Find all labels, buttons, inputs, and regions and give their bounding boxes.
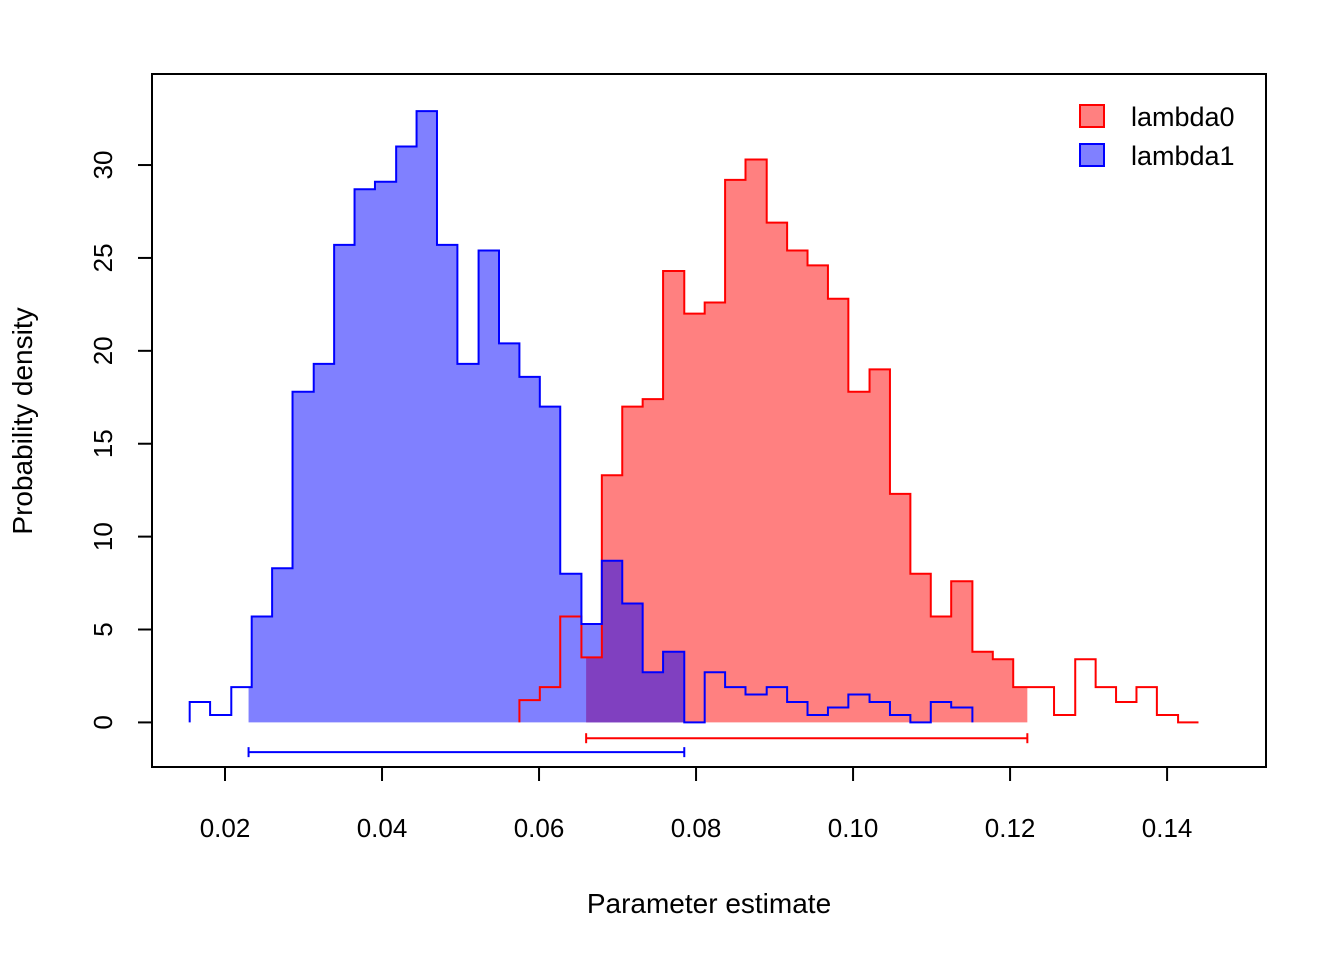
x-tick-label-4: 0.10 bbox=[828, 813, 879, 843]
legend-item-lambda1: lambda1 bbox=[1079, 141, 1235, 171]
histogram-outline-lambda1 bbox=[188, 110, 974, 724]
legend-swatch-lambda0 bbox=[1079, 104, 1105, 128]
histogram-outline-lambda0 bbox=[518, 158, 1199, 724]
y-tick-label-3: 15 bbox=[88, 429, 118, 458]
y-axis-title: Probability density bbox=[7, 307, 38, 534]
shaded-area-lambda0 bbox=[586, 159, 1028, 723]
x-tick-label-6: 0.14 bbox=[1142, 813, 1193, 843]
y-tick-label-6: 30 bbox=[88, 151, 118, 180]
x-tick-label-3: 0.08 bbox=[671, 813, 722, 843]
credible-intervals bbox=[247, 733, 1029, 758]
credible-interval-lambda1 bbox=[247, 747, 686, 758]
y-tick-label-2: 10 bbox=[88, 522, 118, 551]
x-tick-label-2: 0.06 bbox=[514, 813, 565, 843]
x-tick-label-0: 0.02 bbox=[200, 813, 251, 843]
x-tick-label-5: 0.12 bbox=[985, 813, 1036, 843]
credible-interval-lambda0 bbox=[585, 733, 1029, 744]
y-axis: 0 5 10 15 20 25 30 bbox=[88, 151, 153, 730]
legend-label-lambda0: lambda0 bbox=[1131, 102, 1235, 132]
x-axis: 0.02 0.04 0.06 0.08 0.10 0.12 0.14 bbox=[200, 766, 1193, 843]
legend-swatch-lambda1 bbox=[1079, 143, 1105, 167]
y-tick-label-4: 20 bbox=[88, 336, 118, 365]
legend-label-lambda1: lambda1 bbox=[1131, 141, 1235, 171]
histogram-outlines bbox=[188, 110, 1199, 724]
y-tick-label-1: 5 bbox=[88, 622, 118, 636]
shaded-area-lambda1 bbox=[248, 111, 685, 723]
histogram-fills bbox=[248, 111, 1028, 723]
legend: lambda0 lambda1 bbox=[1079, 102, 1235, 171]
x-tick-label-1: 0.04 bbox=[357, 813, 408, 843]
y-tick-label-5: 25 bbox=[88, 243, 118, 272]
legend-item-lambda0: lambda0 bbox=[1079, 102, 1235, 132]
x-axis-title: Parameter estimate bbox=[587, 888, 831, 919]
overlap-area bbox=[586, 560, 685, 723]
y-tick-label-0: 0 bbox=[88, 715, 118, 729]
